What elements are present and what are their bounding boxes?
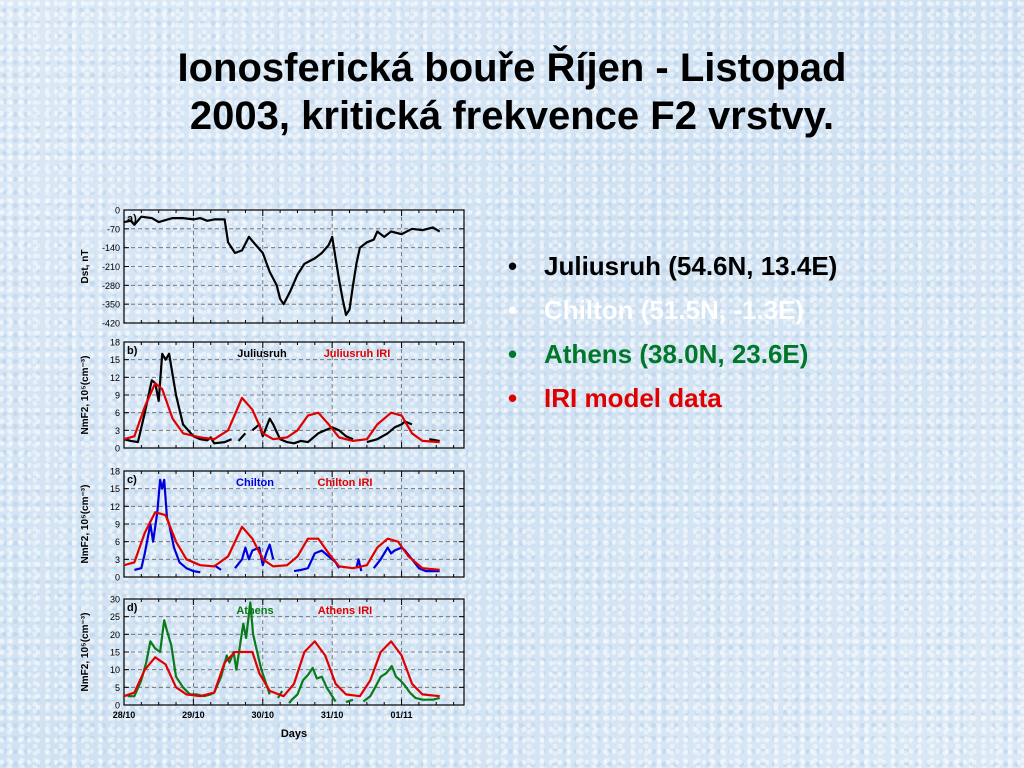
y-tick-label: 10: [110, 665, 120, 675]
x-tick-label: 01/11: [391, 710, 413, 720]
y-axis-label: NmF2, 10⁵(cm⁻³): [80, 613, 91, 692]
y-tick-label: 9: [115, 520, 120, 530]
y-tick-label: 20: [110, 630, 120, 640]
panel-label: b): [127, 345, 138, 357]
y-tick-label: 6: [115, 537, 120, 547]
plot-frame: [123, 598, 465, 706]
bullet-chilton: • Chilton (51.5N, -1.3E): [508, 288, 837, 332]
chilton-iri-series-line: [123, 511, 440, 571]
bullet-iri: • IRI model data: [508, 376, 837, 420]
y-tick-label: 0: [115, 701, 120, 711]
bullet-dot-icon: •: [508, 383, 518, 413]
y-tick-label: 5: [115, 683, 120, 693]
y-tick-label: -210: [102, 262, 120, 272]
y-tick-label: 18: [110, 467, 120, 477]
bullet-athens: • Athens (38.0N, 23.6E): [508, 332, 837, 376]
athens-series-line: [127, 601, 440, 704]
juliusruh-series-line: [123, 352, 440, 445]
legend-entry: Juliusruh IRI: [324, 348, 391, 360]
x-axis-label: Days: [281, 728, 307, 740]
legend-entry: Athens: [236, 605, 273, 617]
legend-entry: Chilton: [236, 477, 274, 489]
bullet-text: IRI model data: [544, 383, 722, 413]
bullet-dot-icon: •: [508, 251, 518, 281]
y-tick-label: 12: [110, 502, 120, 512]
y-tick-label: 18: [110, 338, 120, 348]
athens-iri-series-line: [123, 640, 440, 698]
x-tick-label: 30/10: [252, 710, 275, 720]
title-line-1: Ionosferická bouře Říjen - Listopad: [177, 46, 847, 90]
y-tick-label: -420: [102, 319, 120, 329]
y-tick-label: 15: [110, 648, 120, 658]
y-tick-label: -280: [102, 281, 120, 291]
y-tick-label: 9: [115, 391, 120, 401]
panel-label: c): [127, 474, 137, 486]
legend-entry: Athens IRI: [318, 605, 372, 617]
bullet-dot-icon: •: [508, 339, 518, 369]
x-tick-label: 29/10: [182, 710, 205, 720]
y-tick-label: 15: [110, 484, 120, 494]
y-axis-label: Dst, nT: [80, 250, 91, 284]
bullet-dot-icon: •: [508, 295, 518, 325]
y-tick-label: 30: [110, 595, 120, 605]
y-tick-label: 0: [115, 444, 120, 454]
dst-series-line: [123, 215, 441, 316]
panel-b: 0 3 6 9 12 15 18 b) NmF2, 10⁵(cm⁻³) Juliusruh Juli…: [80, 338, 465, 454]
y-tick-label: 0: [115, 206, 120, 216]
y-tick-label: -350: [102, 300, 120, 310]
y-tick-label: 3: [115, 555, 120, 565]
y-tick-label: 0: [115, 573, 120, 583]
plot-frame: [123, 209, 465, 324]
y-axis-label: NmF2, 10⁵(cm⁻³): [80, 356, 91, 435]
panel-d: 0 5 10 15 20 25 30 d) NmF2, 10⁵(cm⁻³) Athens Athen…: [80, 595, 465, 740]
plot-frame: [123, 341, 465, 449]
x-tick-label: 28/10: [113, 710, 136, 720]
bullet-text: Juliusruh (54.6N, 13.4E): [544, 251, 838, 281]
y-axis-label: NmF2, 10⁵(cm⁻³): [80, 485, 91, 564]
x-tick-label: 31/10: [321, 710, 344, 720]
bullet-juliusruh: • Juliusruh (54.6N, 13.4E): [508, 244, 837, 288]
y-tick-label: 15: [110, 355, 120, 365]
panel-label: d): [127, 602, 138, 614]
bullet-text: Athens (38.0N, 23.6E): [544, 339, 809, 369]
y-tick-label: -70: [107, 224, 120, 234]
y-tick-label: 6: [115, 408, 120, 418]
chilton-series-line: [134, 478, 440, 574]
y-tick-label: 3: [115, 426, 120, 436]
y-tick-label: 25: [110, 612, 120, 622]
panel-label: a): [127, 213, 137, 225]
y-tick-label: 12: [110, 373, 120, 383]
legend-entry: Chilton IRI: [318, 477, 373, 489]
panel-c: 0 3 6 9 12 15 18 c) NmF2, 10⁵(cm⁻³) Chilton Chilto…: [80, 467, 465, 583]
panel-a: 0 -70 -140 -210 -280 -350 -420 a) Dst, nT: [80, 206, 465, 329]
y-tick-label: -140: [102, 243, 120, 253]
juliusruh-iri-series-line: [123, 382, 440, 444]
bullet-text: Chilton (51.5N, -1.3E): [544, 295, 805, 325]
figure-svg: 0 -70 -140 -210 -280 -350 -420 a) Dst, nT 0 3 6 9 12 1…: [80, 206, 465, 740]
station-list: • Juliusruh (54.6N, 13.4E) • Chilton (51.5…: [508, 244, 837, 420]
slide-title: Ionosferická bouře Říjen - Listopad 2003…: [60, 44, 964, 140]
title-line-2: 2003, kritická frekvence F2 vrstvy.: [189, 94, 835, 138]
legend-entry: Juliusruh: [237, 348, 287, 360]
plot-frame: [123, 470, 465, 578]
ionosphere-figure: 0 -70 -140 -210 -280 -350 -420 a) Dst, nT 0 3 6 9 12 1…: [74, 198, 494, 755]
